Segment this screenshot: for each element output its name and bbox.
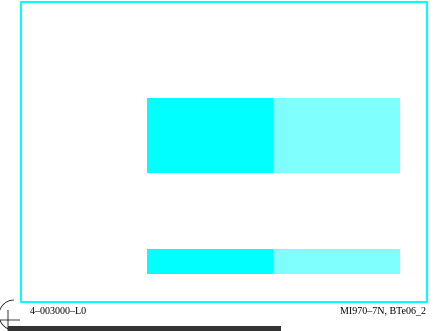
light-cyan-block-lower — [273, 249, 400, 274]
bottom-bar — [8, 326, 281, 331]
cyan-block-lower — [147, 249, 273, 274]
left-code-label: 4–003000–L0 — [30, 306, 87, 317]
display-frame — [20, 1, 428, 303]
light-cyan-block-upper — [273, 98, 400, 173]
right-code-label: MI970–7N, BTe06_2 — [340, 306, 426, 317]
cyan-block-upper — [147, 98, 273, 173]
